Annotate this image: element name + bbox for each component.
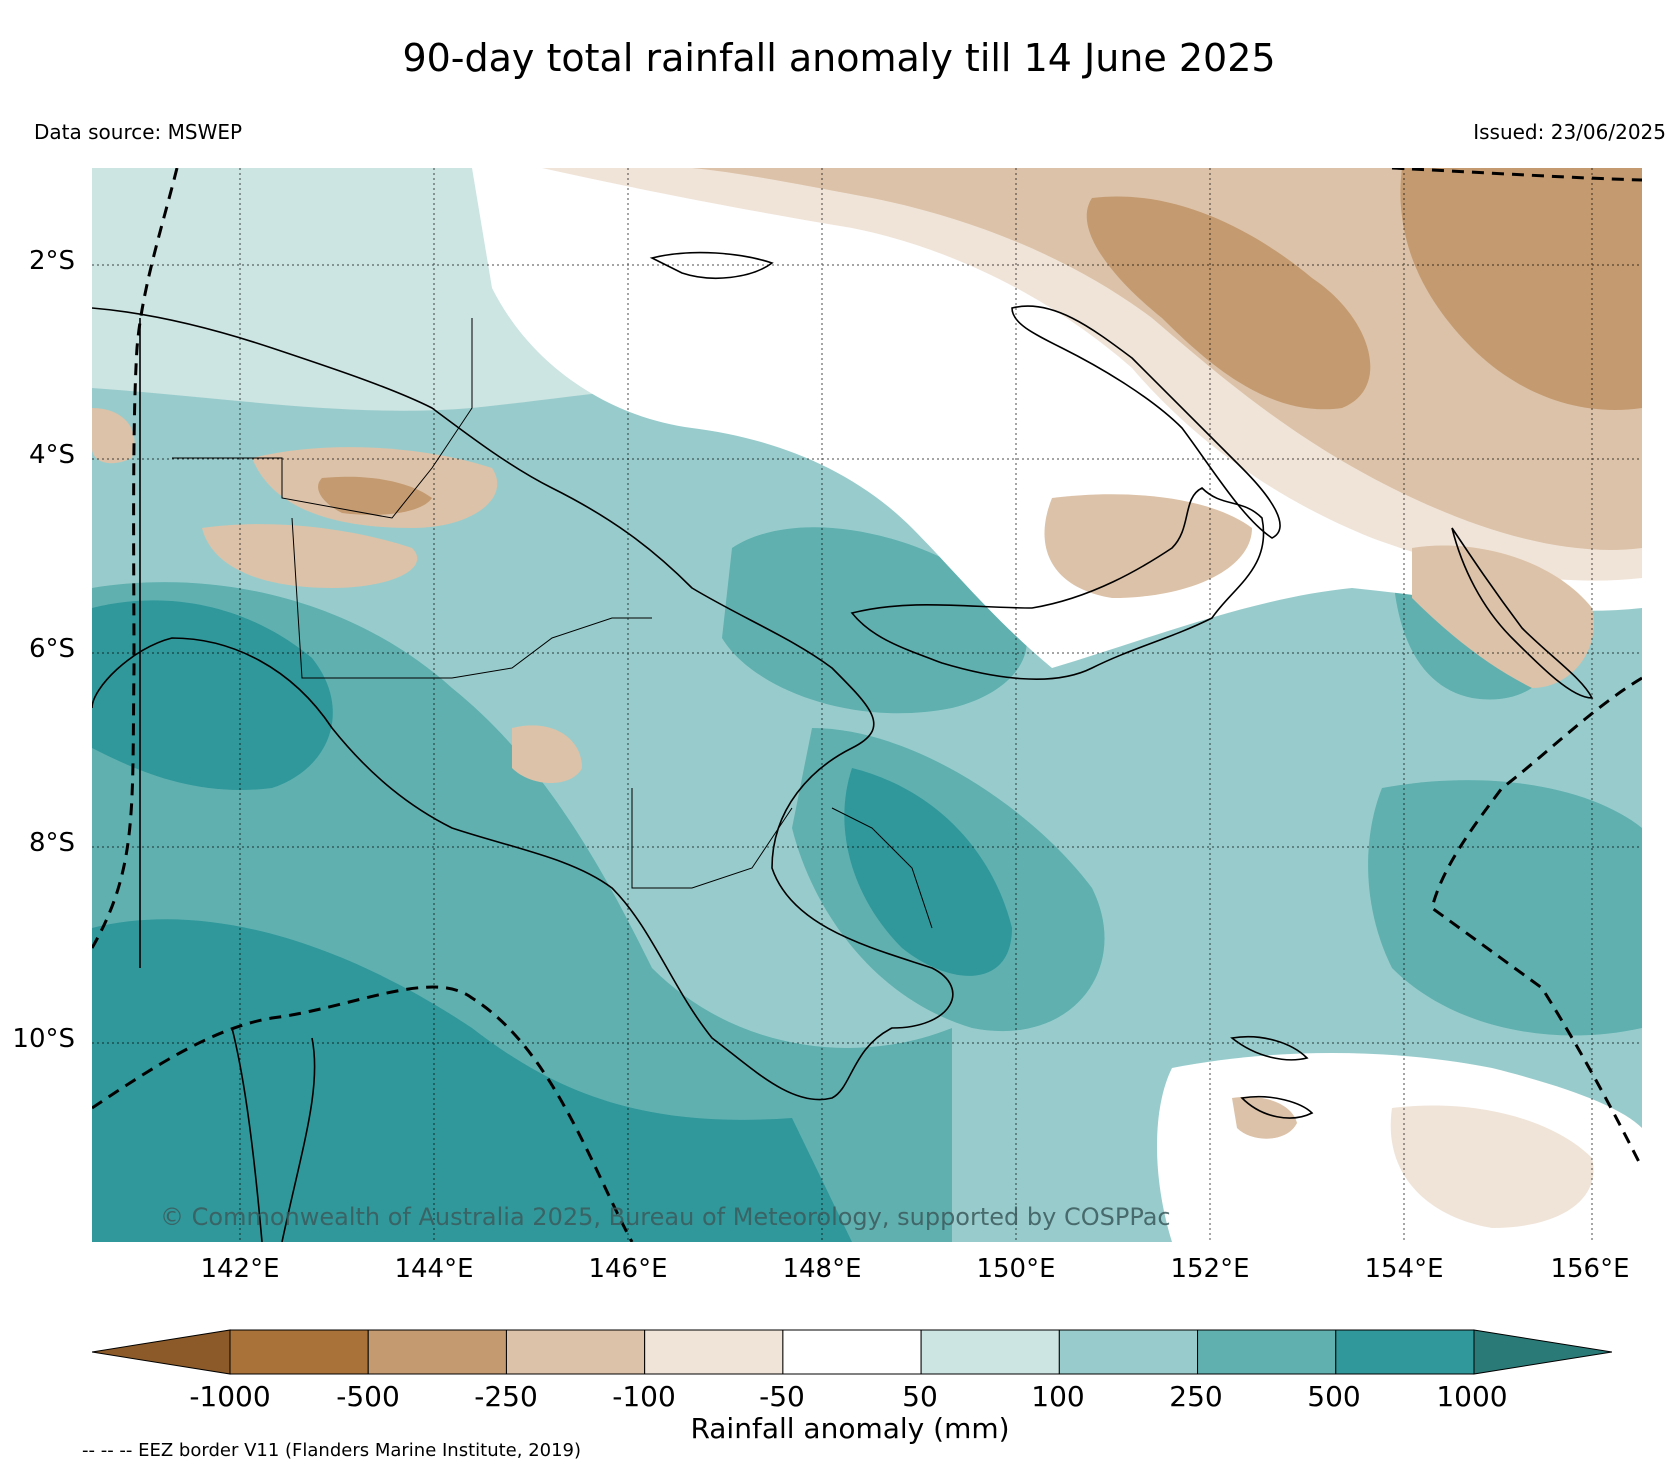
colorbar-cell: [367, 1329, 507, 1375]
new-ireland-coastline: [1011, 305, 1281, 539]
issued-date-label: Issued: 23/06/2025: [1473, 120, 1666, 144]
anomaly-zone-dry-highlands-3: [202, 524, 418, 588]
eez-border-note: -- -- -- EEZ border V11 (Flanders Marine…: [82, 1440, 582, 1461]
colorbar-tick: -1000: [189, 1380, 271, 1413]
colorbar: [92, 1329, 1612, 1375]
coastlines: [92, 251, 1594, 1242]
colorbar-cell: [782, 1329, 922, 1375]
colorbar-extend-high: [1473, 1329, 1612, 1375]
colorbar-cell: [1058, 1329, 1199, 1375]
anomaly-zone-very-dry-far-northeast: [1400, 168, 1642, 410]
colorbar-cell: [1197, 1329, 1337, 1375]
colorbar-tick: 100: [1031, 1380, 1085, 1413]
colorbar-tick: 500: [1307, 1380, 1361, 1413]
lat-tick-8s: 8°S: [28, 828, 75, 858]
colorbar-tick: -50: [759, 1380, 805, 1413]
anomaly-zone-dry-southeast-spot: [1232, 1096, 1297, 1139]
lat-tick-4s: 4°S: [28, 440, 75, 470]
bougainville-coastline: [1451, 527, 1594, 699]
anomaly-zone-dry-papua-south: [512, 725, 582, 783]
anomaly-zone-very-wet-southwest: [92, 919, 852, 1242]
anomaly-zone-dry-new-britain: [1044, 494, 1252, 598]
lon-tick-156e: 156°E: [1550, 1254, 1630, 1284]
anomaly-zone-wet-central: [722, 527, 1027, 714]
colorbar-tick: -100: [612, 1380, 676, 1413]
anomaly-zone-neutral-band: [472, 168, 1642, 668]
data-source-label: Data source: MSWEP: [34, 120, 243, 144]
anomaly-zone-wet-east: [1368, 780, 1642, 1036]
colorbar-cell: [229, 1329, 369, 1375]
colorbar-cell: [644, 1329, 784, 1375]
provincial-borders: [172, 318, 933, 929]
lat-tick-10s: 10°S: [12, 1024, 75, 1054]
lon-tick-148e: 148°E: [782, 1254, 862, 1284]
colorbar-tick: 1000: [1436, 1380, 1508, 1413]
rainfall-anomaly-map: [92, 168, 1642, 1242]
colorbar-cell: [1335, 1329, 1475, 1375]
anomaly-zone-very-dry-northeast: [1086, 196, 1371, 410]
australia-coastline: [231, 1027, 316, 1242]
lat-tick-6s: 6°S: [28, 634, 75, 664]
colorbar-tick: 250: [1169, 1380, 1223, 1413]
colorbar-cell: [920, 1329, 1060, 1375]
lon-tick-152e: 152°E: [1170, 1254, 1250, 1284]
colorbar-cell: [505, 1329, 646, 1375]
copyright-watermark: © Commonwealth of Australia 2025, Bureau…: [160, 1203, 1171, 1231]
lon-tick-144e: 144°E: [394, 1254, 474, 1284]
trobriand-coastline: [1230, 1035, 1309, 1061]
map-title: 90-day total rainfall anomaly till 14 Ju…: [402, 36, 1276, 80]
lon-tick-146e: 146°E: [588, 1254, 668, 1284]
anomaly-zone-dry-west-coast: [92, 408, 135, 464]
lon-tick-154e: 154°E: [1364, 1254, 1444, 1284]
colorbar-label: Rainfall anomaly (mm): [690, 1412, 1010, 1445]
anomaly-zone-very-wet-south-central: [844, 768, 1012, 976]
anomaly-zone-light-dry-southeast: [1390, 1105, 1594, 1228]
new-guinea-coastline: [92, 307, 954, 1101]
colorbar-tick: -250: [474, 1380, 538, 1413]
lon-tick-142e: 142°E: [200, 1254, 280, 1284]
colorbar-tick: 50: [902, 1380, 938, 1413]
louisiade-coastline: [1240, 1095, 1314, 1119]
lat-tick-2s: 2°S: [28, 246, 75, 276]
anomaly-zone-very-wet-west: [92, 600, 333, 790]
new-britain-coastline: [850, 487, 1265, 680]
colorbar-extend-low: [92, 1329, 231, 1375]
manus-island-coastline: [649, 251, 774, 279]
colorbar-tick: -500: [336, 1380, 400, 1413]
lon-tick-150e: 150°E: [976, 1254, 1056, 1284]
eez-borders: [92, 168, 1642, 1242]
anomaly-zone-dry-highlands-2: [318, 476, 432, 515]
